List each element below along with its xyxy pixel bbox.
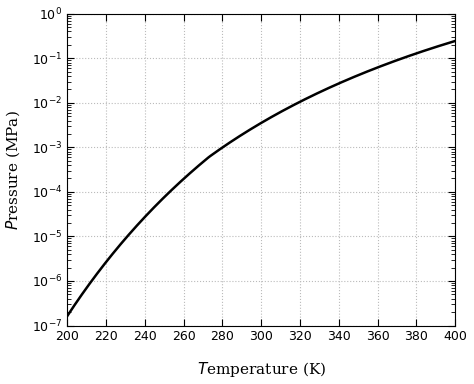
Text: $\mathit{P}$ressure (MPa): $\mathit{P}$ressure (MPa)	[4, 110, 22, 230]
Text: $\mathit{T}$emperature (K): $\mathit{T}$emperature (K)	[197, 360, 326, 379]
